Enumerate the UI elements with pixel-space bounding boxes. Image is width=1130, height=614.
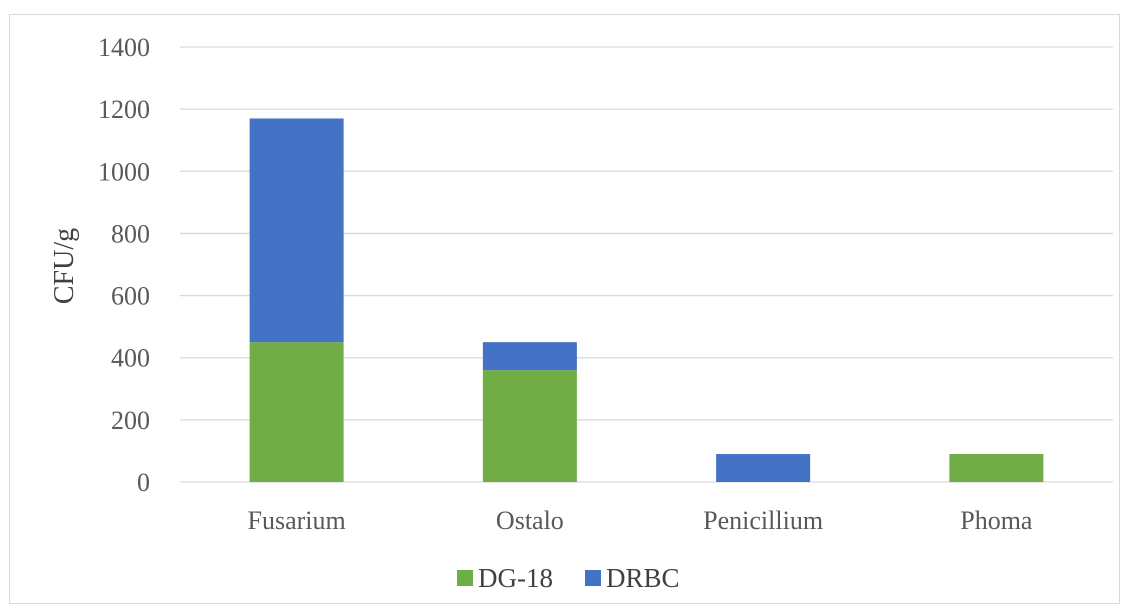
- bars: [249, 118, 1044, 482]
- legend-swatch-dg-18: [457, 570, 473, 586]
- y-tick-label: 1400: [98, 33, 150, 62]
- x-tick-label: Penicillium: [703, 506, 823, 535]
- legend-label-dg-18: DG-18: [478, 563, 553, 593]
- bar-drbc-fusarium: [249, 118, 344, 343]
- y-axis-title: CFU/g: [49, 228, 80, 304]
- bar-drbc-ostalo: [482, 342, 577, 371]
- bar-drbc-penicillium: [716, 454, 811, 482]
- bar-dg-18-phoma: [949, 454, 1044, 482]
- y-tick-label: 1200: [98, 95, 150, 124]
- legend-label-drbc: DRBC: [606, 563, 680, 593]
- y-tick-label: 800: [111, 219, 150, 248]
- x-tick-label: Fusarium: [248, 506, 346, 535]
- x-tick-label: Phoma: [960, 506, 1033, 535]
- x-tick-label: Ostalo: [496, 506, 564, 535]
- y-tick-label: 200: [111, 406, 150, 435]
- legend-swatch-drbc: [585, 570, 601, 586]
- y-tick-label: 0: [137, 468, 150, 497]
- y-tick-label: 1000: [98, 157, 150, 186]
- x-axis-ticks: Fusarium Ostalo Penicillium Phoma: [248, 506, 1033, 535]
- y-tick-label: 400: [111, 344, 150, 373]
- y-axis-ticks: 0 200 400 600 800 1000 1200 1400: [98, 33, 150, 497]
- chart-frame: [9, 14, 1120, 604]
- bar-dg-18-ostalo: [482, 370, 577, 482]
- bar-dg-18-fusarium: [249, 342, 344, 482]
- y-tick-label: 600: [111, 282, 150, 311]
- legend: DG-18 DRBC: [457, 563, 680, 593]
